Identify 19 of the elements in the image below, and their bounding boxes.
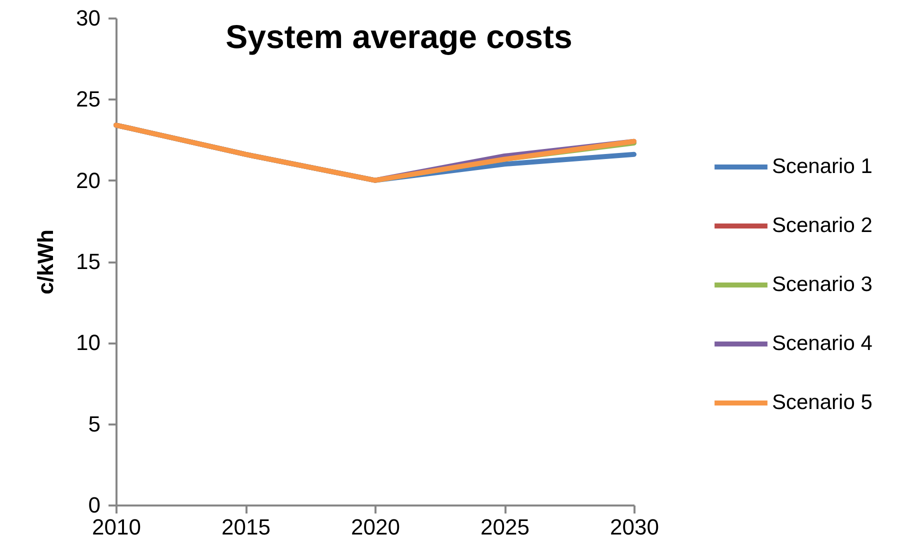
legend-label: Scenario 1 [772, 155, 872, 178]
y-axis-title: c/kWh [33, 230, 58, 294]
chart-title: System average costs [226, 18, 572, 55]
y-tick-label: 20 [76, 168, 100, 193]
y-tick-label: 30 [76, 6, 100, 30]
y-tick-label: 5 [88, 411, 100, 436]
legend-label: Scenario 2 [772, 214, 872, 237]
legend-label: Scenario 5 [772, 391, 872, 414]
legend-label: Scenario 4 [772, 332, 873, 355]
x-tick-label: 2025 [480, 514, 530, 540]
legend-label: Scenario 3 [772, 273, 872, 296]
y-tick-label: 0 [88, 492, 100, 518]
x-tick-label: 2020 [351, 514, 400, 540]
x-tick-label: 2010 [92, 514, 141, 540]
x-tick-label: 2015 [222, 514, 270, 540]
y-tick-label: 25 [76, 86, 100, 112]
x-tick-label: 2030 [610, 514, 659, 540]
y-tick-label: 15 [76, 249, 100, 274]
y-tick-label: 10 [76, 330, 100, 356]
